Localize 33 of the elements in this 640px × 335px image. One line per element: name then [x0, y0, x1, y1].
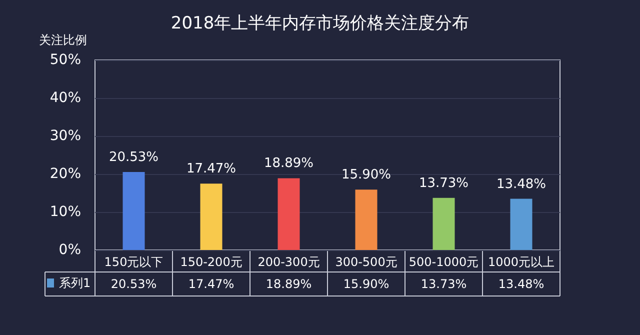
data-label: 17.47% [188, 277, 234, 291]
bar [510, 198, 532, 250]
data-label: 20.53% [110, 277, 157, 291]
data-label: 13.73% [420, 277, 467, 291]
text: 17.47% [186, 162, 236, 177]
y-tick-label: 50% [50, 52, 81, 68]
y-tick-label: 0% [58, 242, 81, 258]
text: 20.53% [108, 150, 159, 165]
x-tick-label: 200-300元 [258, 255, 320, 269]
data-label: 18.89% [266, 277, 312, 291]
y-tick-label: 40% [50, 90, 81, 106]
x-tick-label: 150-200元 [180, 255, 242, 269]
y-tick-label: 10% [50, 204, 81, 220]
data-label: 15.90% [343, 277, 390, 291]
x-tick-label: 500-1000元 [408, 255, 479, 269]
y-tick-label: 30% [50, 128, 81, 144]
legend-label: 系列1 [59, 276, 91, 290]
bar [355, 190, 378, 250]
x-tick-label: 150元以下 [104, 255, 164, 269]
text: 13.48% [496, 176, 546, 192]
bar [432, 198, 455, 250]
bar [278, 178, 300, 250]
text: 18.89% [264, 156, 314, 172]
data-label: 13.48% [498, 277, 544, 291]
bar [122, 172, 145, 250]
x-tick-label: 1000元以上 [488, 255, 555, 269]
y-tick-label: 20% [50, 166, 81, 182]
text: 15.90% [341, 168, 392, 183]
chart-title: 2018年上半年内存市场价格关注度分布 [170, 14, 470, 34]
y-axis-title: 关注比例 [39, 33, 87, 47]
x-tick-label: 300-500元 [335, 255, 398, 269]
bar [200, 184, 222, 250]
text: 13.73% [418, 176, 469, 191]
